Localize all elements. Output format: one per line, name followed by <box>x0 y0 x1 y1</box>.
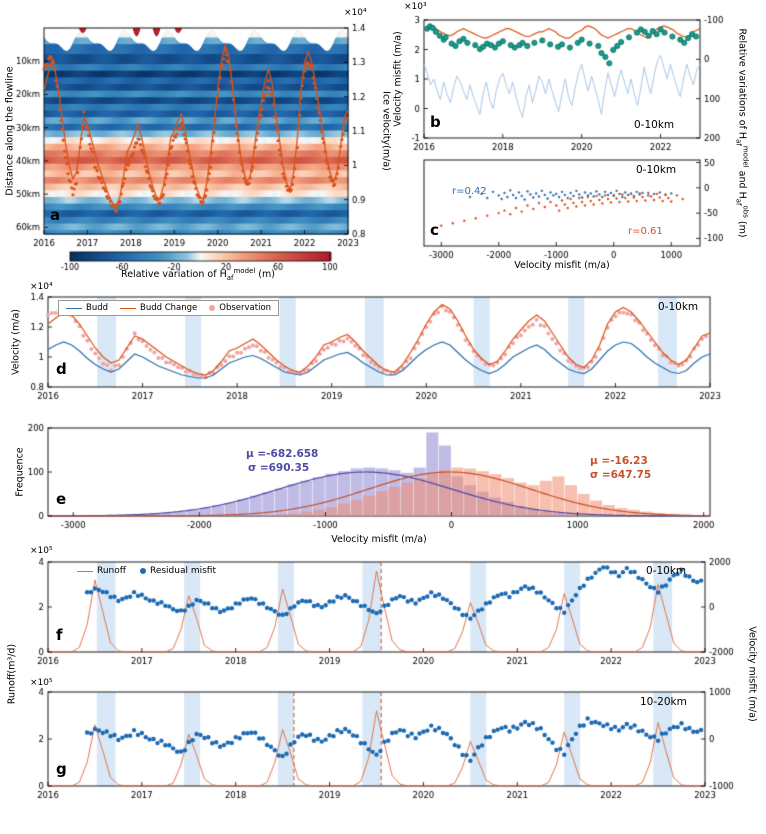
legend-label-budd-change: Budd Change <box>140 303 198 313</box>
legend-item-budd: Budd <box>66 303 108 313</box>
legend-item-observation: Observation <box>209 303 271 313</box>
legend-label-residual: Residual misfit <box>149 566 216 576</box>
panel-a-letter: a <box>50 206 61 224</box>
panel-d-legend: Budd Budd Change Observation <box>58 300 280 316</box>
panel-e-mu-red: μ =-16.23 <box>590 455 648 467</box>
panel-d-letter: d <box>56 360 67 378</box>
legend-item-runoff: Runoff <box>77 566 126 576</box>
panel-fg-right-label: Velocity misfit (m/a) <box>746 626 758 722</box>
budd-change-line-swatch <box>120 307 137 309</box>
panel-b-letter: b <box>430 113 441 131</box>
panel-b-ylabel: Velocity misfit (m/a) <box>392 31 404 127</box>
panel-c-letter: c <box>430 221 439 239</box>
runoff-line-swatch <box>77 570 93 572</box>
legend-label-observation: Observation <box>219 303 272 313</box>
panel-fg-left-label: Runoff(m³/d) <box>6 643 18 705</box>
panel-g-scale-note: ×10⁵ <box>30 678 53 688</box>
panel-d-region-label: 0-10km <box>658 301 699 313</box>
panel-g-letter: g <box>56 760 67 778</box>
colorbar-label: Relative variation of Hafmodel (m) <box>121 267 275 283</box>
observation-dot-swatch <box>209 305 216 311</box>
panel-a-ylabel: Distance along the flowline <box>4 66 16 196</box>
panel-b-region-label: 0-10km <box>634 119 675 131</box>
panel-e-mu-purple: μ =-682.658 <box>246 448 319 460</box>
panel-a-scale-note: ×10⁴ <box>344 8 367 18</box>
budd-line-swatch <box>66 307 82 309</box>
panel-e-xlabel: Velocity misfit (m/a) <box>331 534 427 545</box>
panel-f-legend: Runoff Residual misfit <box>70 564 223 578</box>
legend-label-runoff: Runoff <box>97 566 126 576</box>
legend-item-residual: Residual misfit <box>139 566 216 576</box>
panel-a-right-ylabel: Ice velocity(m/a) <box>380 91 392 171</box>
panel-d-scale-note: ×10⁴ <box>30 282 53 292</box>
panel-e-ylabel: Frequence <box>14 447 26 497</box>
panel-b-scale-note: ×10³ <box>404 2 427 12</box>
legend-label-budd: Budd <box>86 303 109 313</box>
panel-c-xlabel: Velocity misfit (m/a) <box>514 260 610 271</box>
panel-c-r-orange: r=0.61 <box>628 226 663 237</box>
panel-c-r-blue: r=0.42 <box>452 186 487 197</box>
panel-bc-right-label: Relative variations of Hafmodel and Hafo… <box>734 28 750 238</box>
panel-c-region-label: 0-10km <box>636 164 677 176</box>
panel-e-sigma-purple: σ =690.35 <box>248 462 310 474</box>
panel-g-region-label: 10-20km <box>640 696 687 708</box>
panel-e-sigma-red: σ =647.75 <box>590 469 652 481</box>
residual-dot-swatch <box>139 568 146 574</box>
panel-f-scale-note: ×10⁵ <box>30 546 53 556</box>
panel-e-letter: e <box>56 490 67 508</box>
panel-d-ylabel: Velocity (m/a) <box>10 309 22 375</box>
panel-f-letter: f <box>56 626 63 644</box>
legend-item-budd-change: Budd Change <box>120 303 197 313</box>
panel-f-region-label: 0-10km <box>646 565 687 577</box>
